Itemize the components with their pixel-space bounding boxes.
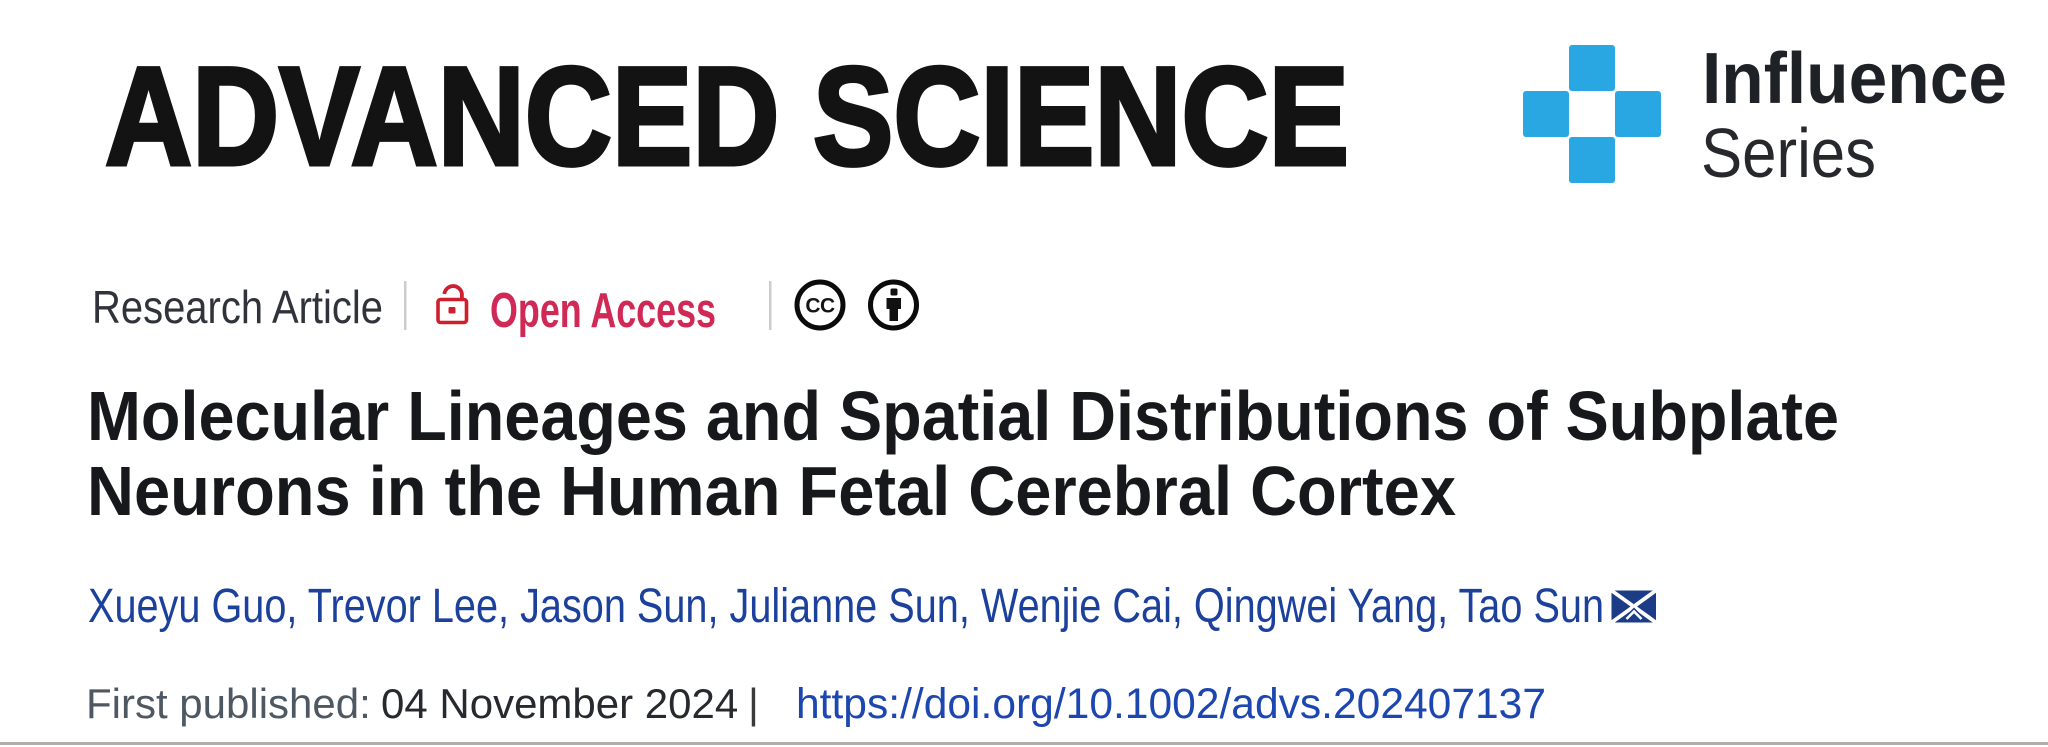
svg-text:https://doi.org/10.1002/advs.2: https://doi.org/10.1002/advs.202407137	[796, 680, 1546, 728]
svg-text:Xueyu Guo, Trevor Lee, Jason S: Xueyu Guo, Trevor Lee, Jason Sun, Julian…	[88, 580, 1604, 633]
svg-text:04 November 2024: 04 November 2024	[381, 680, 738, 727]
svg-text:First published:: First published:	[86, 680, 371, 727]
svg-text:Neurons in the Human Fetal Cer: Neurons in the Human Fetal Cerebral Cort…	[87, 452, 1456, 530]
svg-text:Open Access: Open Access	[490, 284, 716, 338]
svg-text:ADVANCED SCIENCE: ADVANCED SCIENCE	[105, 38, 1349, 195]
svg-text:CC: CC	[805, 295, 835, 318]
svg-text:Research Article: Research Article	[92, 281, 383, 333]
svg-text:Influence: Influence	[1702, 39, 2007, 119]
svg-text:Molecular Lineages and Spatial: Molecular Lineages and Spatial Distribut…	[87, 377, 1839, 455]
svg-text:|: |	[748, 680, 759, 727]
svg-text:Series: Series	[1701, 114, 1876, 192]
